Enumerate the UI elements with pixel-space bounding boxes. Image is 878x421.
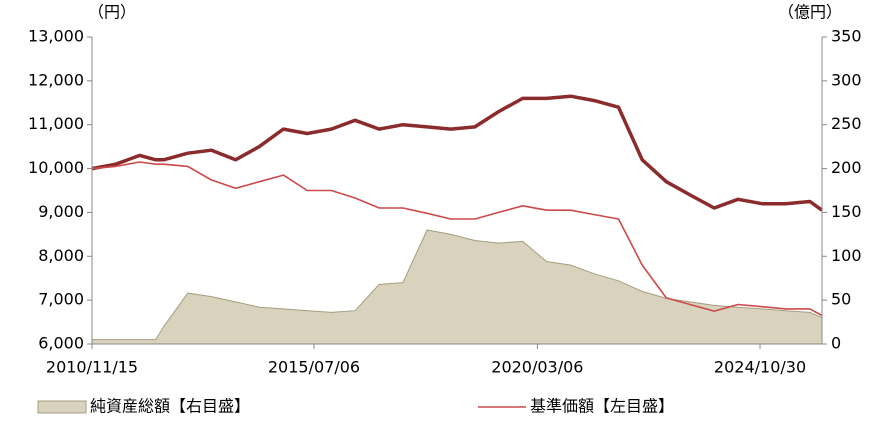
y2-tick-label: 300 [831,70,862,89]
x-tick-label: 2020/03/06 [491,358,583,377]
line [91,94,824,212]
y-tick-label: 6,000 [38,334,84,353]
y-tick-label: 9,000 [38,202,84,221]
legend-label: 基準価額【左目盛】 [530,397,674,416]
y-tick-label: 7,000 [38,290,84,309]
y2-tick-label: 250 [831,114,862,133]
y2-tick-label: 350 [831,27,862,46]
y-tick-label: 13,000 [28,27,84,46]
area [91,229,823,345]
y-tick-label: 11,000 [28,114,84,133]
y-tick-label: 10,000 [28,158,84,177]
x-tick-label: 2015/07/06 [268,358,360,377]
y2-tick-label: 100 [831,246,862,265]
legend-label: 純資産総額【右目盛】 [90,397,250,416]
x-tick-label: 2024/10/30 [714,358,806,377]
legend-swatch [37,400,87,414]
y2-tick-label: 150 [831,202,862,221]
y-tick-label: 12,000 [28,70,84,89]
y2-axis-label: （億円） [778,3,842,22]
y-tick-label: 8,000 [38,246,84,265]
y2-tick-label: 200 [831,158,862,177]
y-axis-label: （円） [88,3,136,22]
y2-tick-label: 50 [831,290,851,309]
y2-tick-label: 0 [831,334,841,353]
line [91,161,823,317]
x-tick-label: 2010/11/15 [46,358,138,377]
